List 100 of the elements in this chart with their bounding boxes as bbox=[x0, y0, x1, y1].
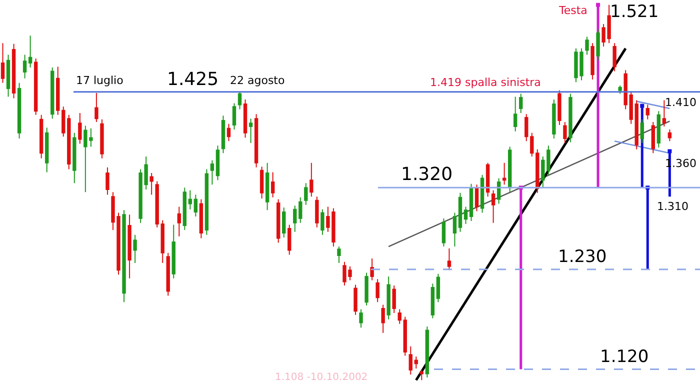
candlestick bbox=[502, 162, 506, 186]
annotation: Testa bbox=[558, 4, 588, 17]
candlestick bbox=[624, 70, 628, 110]
annotation: 17 luglio bbox=[76, 74, 124, 87]
candlestick bbox=[408, 346, 412, 375]
candlestick bbox=[177, 206, 181, 237]
annotation: 1.310 bbox=[657, 200, 688, 213]
candlestick bbox=[590, 42, 594, 80]
candlestick bbox=[56, 66, 60, 116]
candlestick bbox=[276, 198, 280, 244]
candlestick bbox=[221, 115, 226, 154]
candlestick bbox=[310, 162, 314, 198]
candlestick bbox=[425, 326, 430, 378]
candlestick bbox=[618, 85, 622, 94]
candlestick bbox=[354, 284, 358, 316]
candlestick bbox=[194, 194, 198, 218]
candlestick bbox=[0, 42, 5, 84]
candlestick bbox=[447, 248, 452, 271]
candlestick bbox=[204, 168, 209, 236]
annotation: 1.230 bbox=[558, 247, 607, 267]
candlestick bbox=[364, 272, 368, 306]
candlestick bbox=[524, 114, 528, 142]
candlestick bbox=[199, 198, 204, 239]
candlestick bbox=[496, 178, 501, 204]
candlestick bbox=[634, 100, 638, 150]
candlestick bbox=[226, 123, 231, 142]
candlestick bbox=[536, 148, 540, 194]
candlestick bbox=[243, 98, 248, 138]
candlestick bbox=[430, 283, 435, 319]
candlestick bbox=[133, 234, 137, 264]
candlestick bbox=[12, 43, 16, 99]
candlestick bbox=[67, 114, 71, 170]
candlestick bbox=[514, 96, 518, 132]
candlestick bbox=[155, 180, 159, 228]
candlestick bbox=[668, 128, 672, 142]
candlestick bbox=[458, 192, 462, 232]
candlestick bbox=[304, 182, 308, 206]
candlestick bbox=[337, 246, 341, 264]
candlestick bbox=[558, 90, 562, 126]
candlestick bbox=[288, 224, 292, 256]
candlestick bbox=[464, 206, 468, 225]
annotation: 1.425 bbox=[167, 69, 219, 90]
candlestick bbox=[359, 308, 363, 328]
candlestick bbox=[298, 196, 302, 224]
candlestick bbox=[568, 93, 572, 143]
candlestick bbox=[17, 82, 22, 139]
candlestick bbox=[452, 212, 457, 248]
annotation: 1.410 bbox=[665, 96, 696, 109]
candlestick bbox=[265, 162, 270, 211]
candlestick bbox=[662, 100, 666, 127]
candlestick bbox=[420, 369, 424, 381]
candlestick bbox=[436, 273, 440, 303]
candlestick bbox=[248, 118, 253, 144]
candlestick bbox=[238, 91, 242, 110]
candlestick bbox=[508, 146, 512, 193]
candlestick bbox=[22, 54, 27, 79]
candlestick bbox=[315, 196, 319, 228]
candlestick bbox=[270, 172, 275, 198]
candlestick bbox=[128, 214, 132, 279]
candlestick bbox=[640, 118, 644, 144]
point bbox=[596, 2, 600, 7]
candlestick bbox=[172, 224, 176, 279]
candlestick bbox=[629, 90, 633, 124]
candlestick bbox=[442, 218, 446, 248]
candlestick bbox=[260, 166, 264, 199]
candlestick bbox=[552, 98, 556, 139]
candlestick bbox=[376, 278, 380, 303]
candlestick bbox=[210, 160, 214, 186]
candlestick bbox=[188, 190, 192, 210]
annotation: 1.521 bbox=[610, 2, 659, 22]
candlestick bbox=[34, 58, 38, 116]
candlestick bbox=[166, 252, 170, 296]
candlestick bbox=[651, 121, 655, 154]
candlestick bbox=[656, 110, 661, 148]
candlestick bbox=[519, 93, 523, 114]
candlestick bbox=[530, 132, 534, 157]
candlestick bbox=[403, 316, 407, 356]
annotation: 1.120 bbox=[600, 347, 649, 367]
candlestick bbox=[563, 121, 567, 144]
candlestick bbox=[182, 187, 186, 231]
candlestick bbox=[320, 208, 324, 236]
candlestick bbox=[612, 42, 616, 72]
annotation: 22 agosto bbox=[230, 74, 285, 87]
candlestick bbox=[596, 28, 600, 61]
candlestick bbox=[491, 190, 496, 224]
candlestick bbox=[232, 102, 236, 130]
candlestick bbox=[106, 166, 110, 196]
candlestick bbox=[100, 118, 104, 159]
candlestick bbox=[293, 205, 297, 232]
candlestick bbox=[381, 304, 385, 334]
candlestick bbox=[216, 145, 220, 181]
candlestick bbox=[94, 92, 98, 122]
candlestick bbox=[474, 184, 479, 212]
candlestick bbox=[392, 285, 396, 314]
candlestick bbox=[122, 210, 126, 303]
candlestick bbox=[486, 162, 490, 198]
annotation: 1.320 bbox=[401, 164, 453, 185]
candlestick bbox=[28, 35, 32, 68]
candlestick bbox=[646, 104, 650, 120]
candlestick bbox=[78, 112, 82, 144]
